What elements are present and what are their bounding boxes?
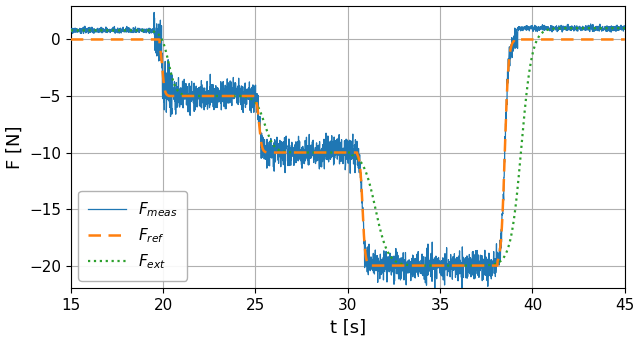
$F_{meas}$ <box>458 287 466 291</box>
$F_{meas}$ <box>403 262 411 266</box>
X-axis label: t [s]: t [s] <box>330 318 366 337</box>
$F_{ref}$ <box>366 263 374 267</box>
$F_{meas}$ <box>251 84 259 88</box>
$F_{ext}$ <box>287 150 295 154</box>
$F_{ext}$ <box>403 263 411 267</box>
$F_{ext}$ <box>621 26 628 30</box>
$F_{ext}$ <box>67 28 75 32</box>
Y-axis label: F [N]: F [N] <box>6 125 24 169</box>
Line: $F_{ext}$: $F_{ext}$ <box>71 28 625 265</box>
$F_{meas}$ <box>67 28 75 32</box>
Legend: $F_{meas}$, $F_{ref}$, $F_{ext}$: $F_{meas}$, $F_{ref}$, $F_{ext}$ <box>79 191 187 280</box>
$F_{ref}$ <box>67 37 75 41</box>
$F_{ref}$ <box>177 94 185 98</box>
$F_{meas}$ <box>333 149 341 153</box>
$F_{meas}$ <box>596 27 604 31</box>
$F_{ext}$ <box>177 92 185 96</box>
$F_{ext}$ <box>409 263 417 267</box>
$F_{meas}$ <box>150 10 158 14</box>
Line: $F_{meas}$: $F_{meas}$ <box>71 12 625 289</box>
$F_{meas}$ <box>287 148 295 152</box>
$F_{ref}$ <box>251 94 259 98</box>
$F_{ext}$ <box>251 100 259 104</box>
$F_{ref}$ <box>333 150 340 155</box>
$F_{ref}$ <box>596 37 604 41</box>
$F_{meas}$ <box>621 24 628 28</box>
$F_{ext}$ <box>333 150 340 155</box>
Line: $F_{ref}$: $F_{ref}$ <box>71 39 625 265</box>
$F_{ref}$ <box>621 37 628 41</box>
$F_{ext}$ <box>596 26 604 30</box>
$F_{ref}$ <box>403 263 411 267</box>
$F_{ext}$ <box>557 26 564 30</box>
$F_{ref}$ <box>287 150 295 155</box>
$F_{meas}$ <box>178 87 186 91</box>
